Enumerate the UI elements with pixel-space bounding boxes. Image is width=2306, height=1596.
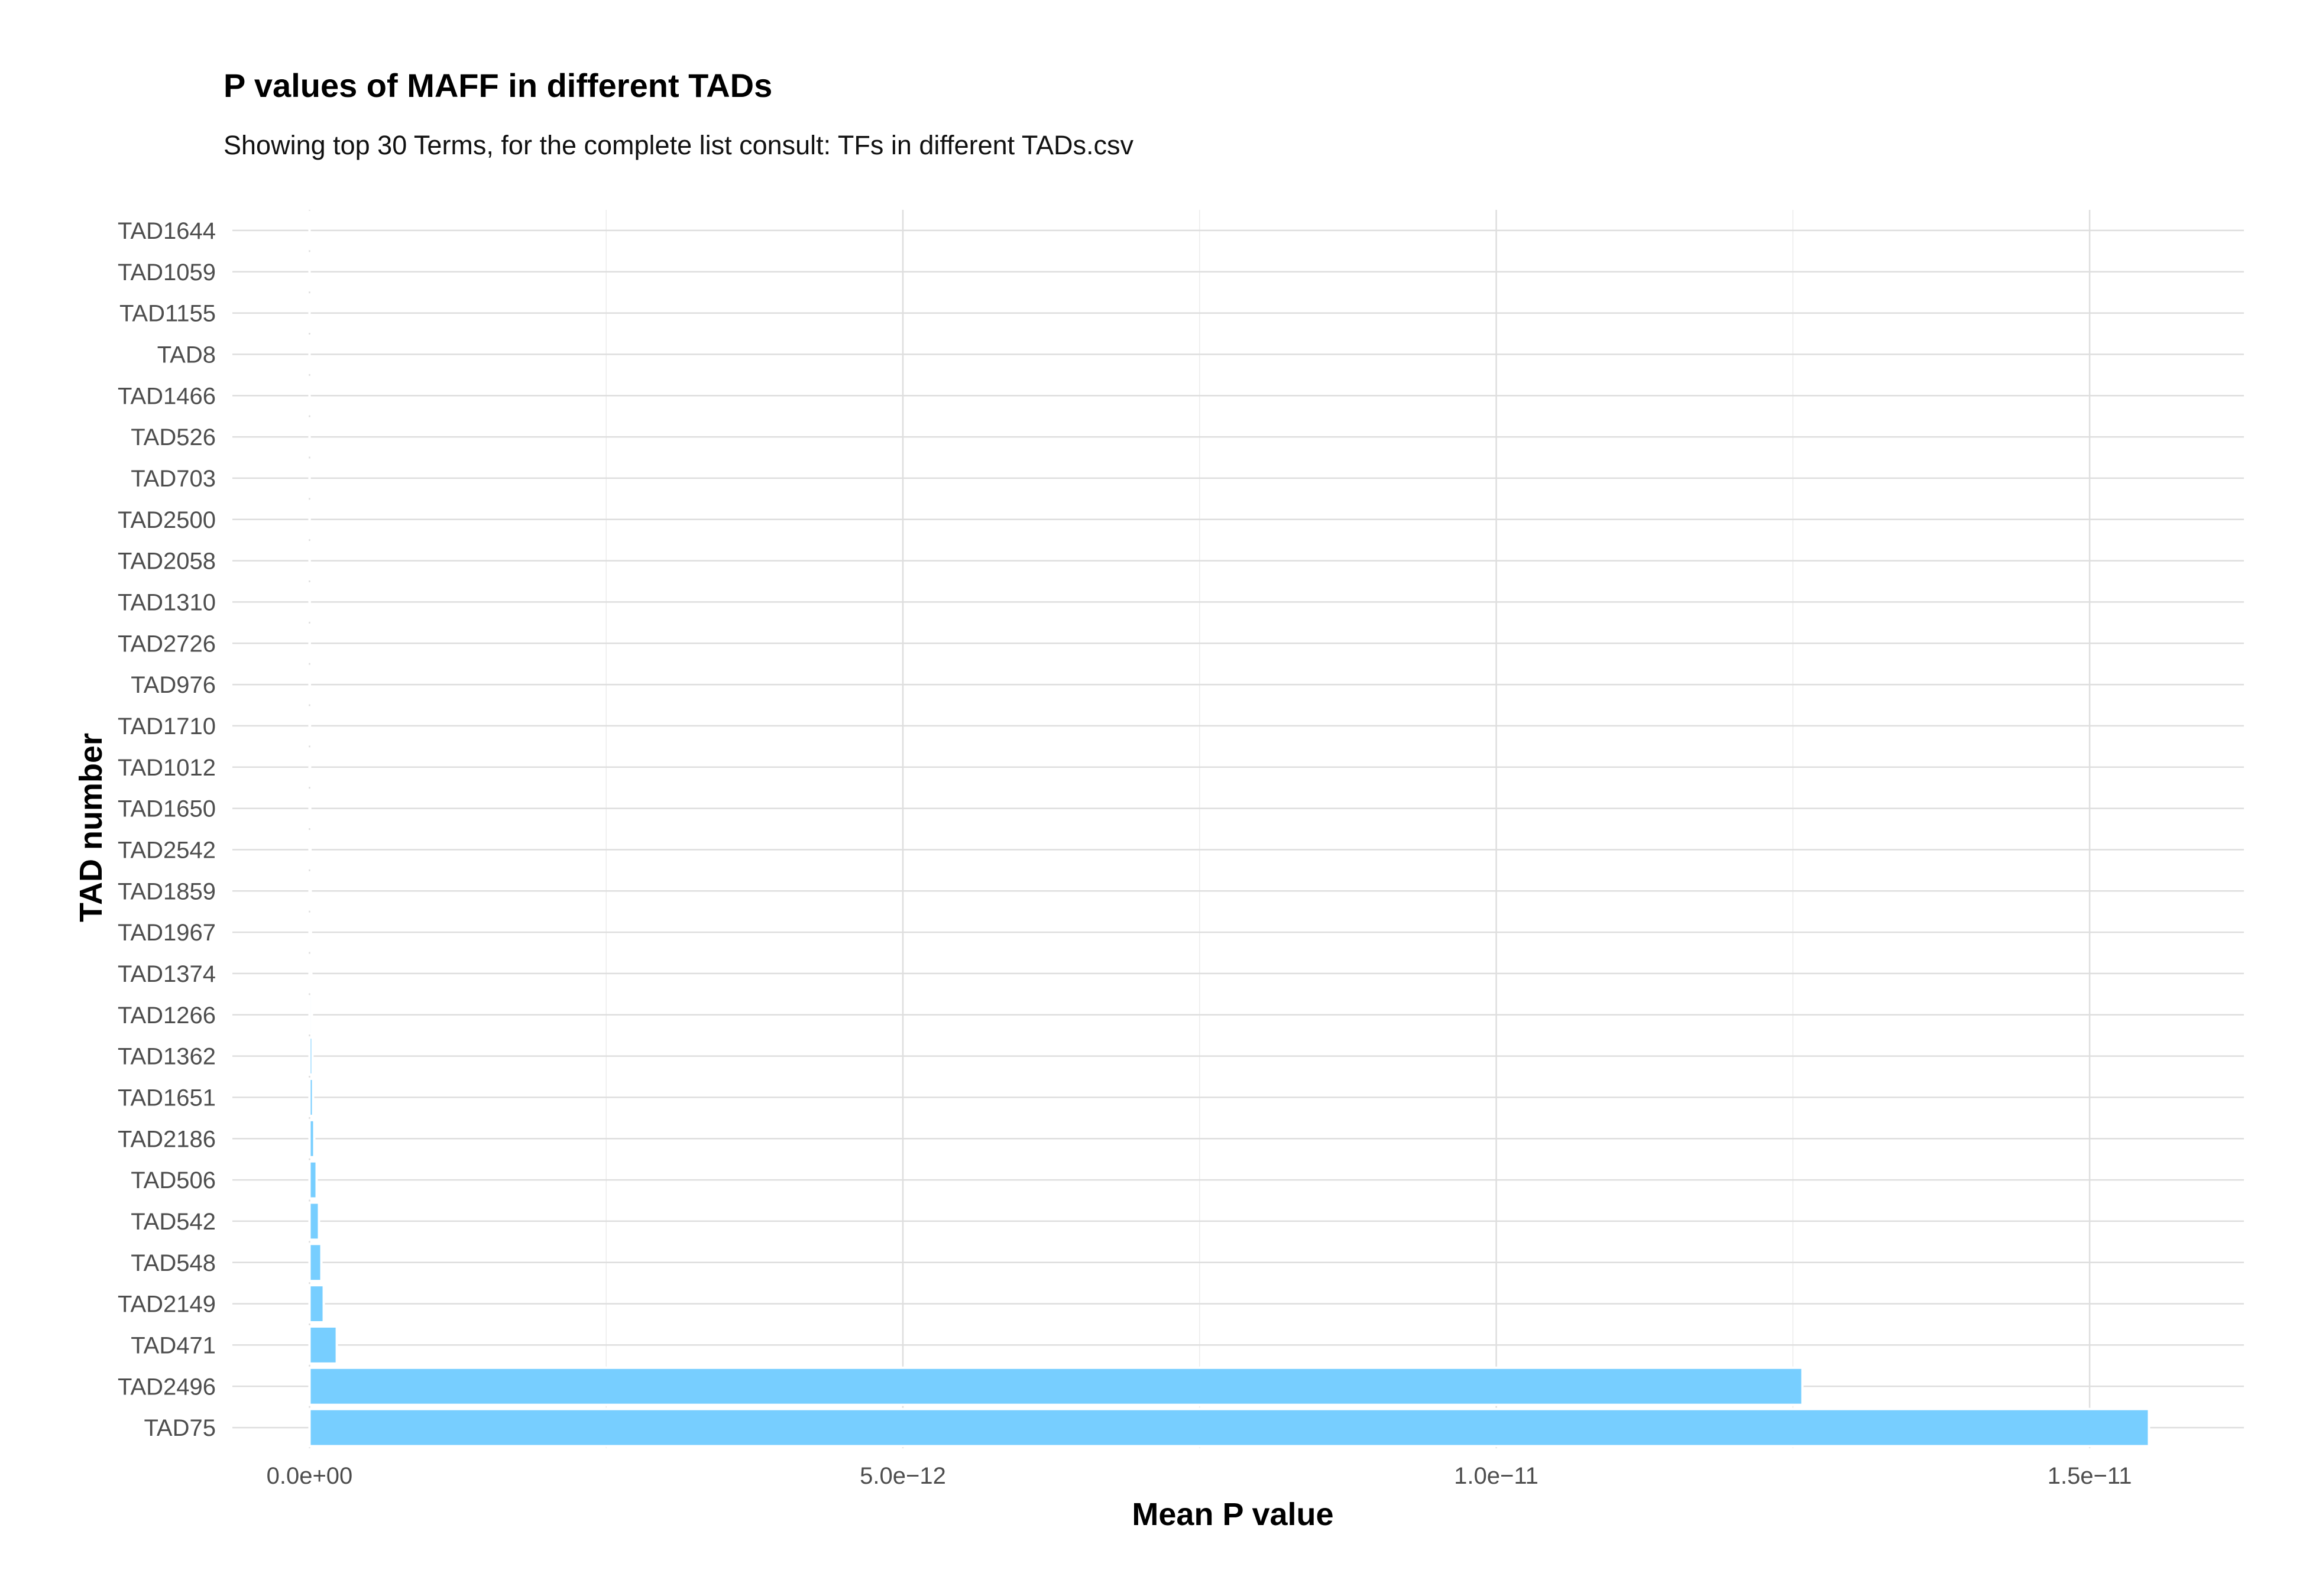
y-tick-label: TAD506 <box>131 1167 216 1193</box>
y-tick-label: TAD1967 <box>118 920 216 946</box>
y-tick-label: TAD1362 <box>118 1044 216 1070</box>
grid-lines <box>232 210 2244 1448</box>
y-tick-label: TAD2496 <box>118 1374 216 1400</box>
y-tick-label: TAD1859 <box>118 878 216 904</box>
y-tick-label: TAD1266 <box>118 1003 216 1029</box>
bars <box>308 210 2150 1448</box>
y-tick-label: TAD1155 <box>119 301 216 327</box>
y-tick-label: TAD1012 <box>118 755 216 781</box>
y-tick-label: TAD1059 <box>118 259 216 286</box>
chart-subtitle: Showing top 30 Terms, for the complete l… <box>224 130 1134 160</box>
bar-tad1362 <box>308 1036 314 1076</box>
y-tick-label: TAD1650 <box>118 796 216 822</box>
bar-tad548 <box>308 1243 323 1283</box>
bar-tad1012 <box>308 747 312 787</box>
y-tick-labels: TAD1644 TAD1059 TAD1155 TAD8 TAD1466 TAD526 TA… <box>118 218 216 1441</box>
x-axis-title: Mean P value <box>1132 1497 1333 1532</box>
y-tick-label: TAD1374 <box>118 961 216 987</box>
y-tick-label: TAD542 <box>131 1209 216 1235</box>
y-tick-label: TAD2186 <box>118 1126 216 1152</box>
y-tick-label: TAD1310 <box>118 589 216 615</box>
x-tick-label: 1.5e−11 <box>2048 1463 2132 1489</box>
y-tick-label: TAD2542 <box>118 837 216 863</box>
x-tick-label: 0.0e+00 <box>267 1463 353 1489</box>
bar-tad471 <box>308 1325 338 1365</box>
y-tick-label: TAD1710 <box>118 713 216 739</box>
bar-tad976 <box>308 664 312 705</box>
x-tick-label: 5.0e−12 <box>860 1463 946 1489</box>
bar-tad1710 <box>308 706 312 746</box>
y-tick-label: TAD2726 <box>118 631 216 657</box>
y-tick-label: TAD976 <box>131 672 216 698</box>
bar-tad1374 <box>308 953 313 994</box>
y-tick-label: TAD548 <box>131 1250 216 1276</box>
x-tick-labels: 0.0e+00 5.0e−12 1.0e−11 1.5e−11 <box>267 1463 2132 1489</box>
y-tick-label: TAD526 <box>131 424 216 450</box>
bar-tad1650 <box>308 789 312 829</box>
bar-tad1651 <box>308 1077 315 1117</box>
y-tick-label: TAD471 <box>131 1332 216 1358</box>
bar-tad2542 <box>308 829 312 870</box>
y-tick-label: TAD2500 <box>118 507 216 533</box>
y-tick-label: TAD1644 <box>118 218 216 244</box>
bar-tad1859 <box>308 871 312 911</box>
y-tick-label: TAD75 <box>144 1415 216 1441</box>
y-axis-title: TAD number <box>73 733 109 922</box>
bar-tad1967 <box>308 912 312 952</box>
bar-tad2726 <box>308 623 311 663</box>
bar-tad542 <box>308 1201 320 1241</box>
bar-tad2496 <box>308 1366 1804 1406</box>
y-tick-label: TAD2058 <box>118 549 216 575</box>
bar-tad2149 <box>308 1284 325 1324</box>
bar-tad2186 <box>308 1118 316 1159</box>
y-tick-label: TAD703 <box>131 466 216 492</box>
bar-tad1266 <box>308 995 313 1035</box>
y-tick-label: TAD8 <box>157 342 216 368</box>
bar-tad75 <box>308 1407 2150 1448</box>
x-tick-label: 1.0e−11 <box>1454 1463 1539 1489</box>
bar-tad506 <box>308 1160 318 1200</box>
y-tick-label: TAD1651 <box>118 1085 216 1111</box>
chart-title: P values of MAFF in different TADs <box>224 67 773 104</box>
y-tick-label: TAD2149 <box>118 1292 216 1318</box>
y-tick-label: TAD1466 <box>118 383 216 409</box>
